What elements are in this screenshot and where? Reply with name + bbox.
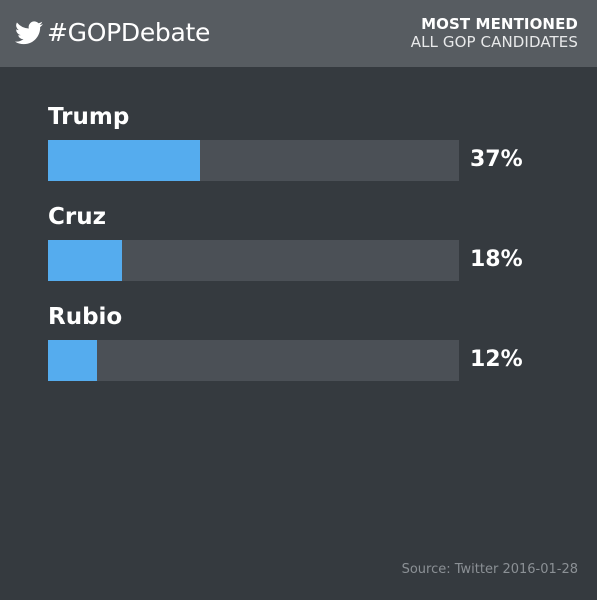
category-label: Cruz	[48, 204, 106, 230]
bar	[48, 240, 122, 281]
bar-row: Rubio 12%	[48, 302, 568, 382]
bar-track	[48, 140, 459, 181]
brand: #GOPDebate	[15, 17, 210, 49]
chart-title: MOST MENTIONED	[421, 15, 578, 33]
category-label: Rubio	[48, 304, 123, 330]
bar	[48, 140, 200, 181]
chart-heading: MOST MENTIONED ALL GOP CANDIDATES	[411, 15, 578, 52]
value-label: 37%	[470, 147, 523, 172]
chart-subtitle: ALL GOP CANDIDATES	[410, 33, 578, 51]
source-note: Source: Twitter 2016-01-28	[401, 562, 578, 577]
category-label: Trump	[48, 104, 130, 130]
bar-track	[48, 340, 459, 381]
value-label: 12%	[470, 347, 523, 372]
value-label: 18%	[470, 247, 523, 272]
bar	[48, 340, 97, 381]
bar-row: Trump 37%	[48, 102, 568, 182]
twitter-bird-icon	[15, 21, 43, 45]
hashtag-title: #GOPDebate	[47, 18, 211, 47]
chart-header: #GOPDebate MOST MENTIONED ALL GOP CANDID…	[0, 0, 597, 67]
bar-track	[48, 240, 459, 281]
bar-row: Cruz 18%	[48, 202, 568, 282]
